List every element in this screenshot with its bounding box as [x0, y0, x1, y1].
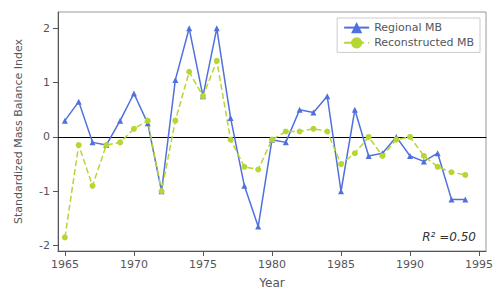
svg-text:1965: 1965 — [51, 258, 79, 271]
svg-text:1980: 1980 — [258, 258, 286, 271]
svg-text:1985: 1985 — [327, 258, 355, 271]
svg-text:Regional MB: Regional MB — [374, 21, 442, 34]
svg-text:0: 0 — [43, 130, 50, 143]
svg-text:-2: -2 — [39, 239, 50, 252]
svg-text:1: 1 — [43, 76, 50, 89]
svg-text:Year: Year — [258, 276, 284, 290]
svg-text:Reconstructed MB: Reconstructed MB — [374, 36, 474, 49]
svg-text:2: 2 — [43, 22, 50, 35]
svg-text:R² =0.50: R² =0.50 — [422, 230, 476, 244]
svg-text:1975: 1975 — [189, 258, 217, 271]
svg-text:1970: 1970 — [120, 258, 148, 271]
svg-text:1990: 1990 — [396, 258, 424, 271]
svg-text:Standardized Mass Balance Inde: Standardized Mass Balance Index — [12, 39, 25, 224]
svg-text:1995: 1995 — [465, 258, 493, 271]
svg-text:-1: -1 — [39, 185, 50, 198]
